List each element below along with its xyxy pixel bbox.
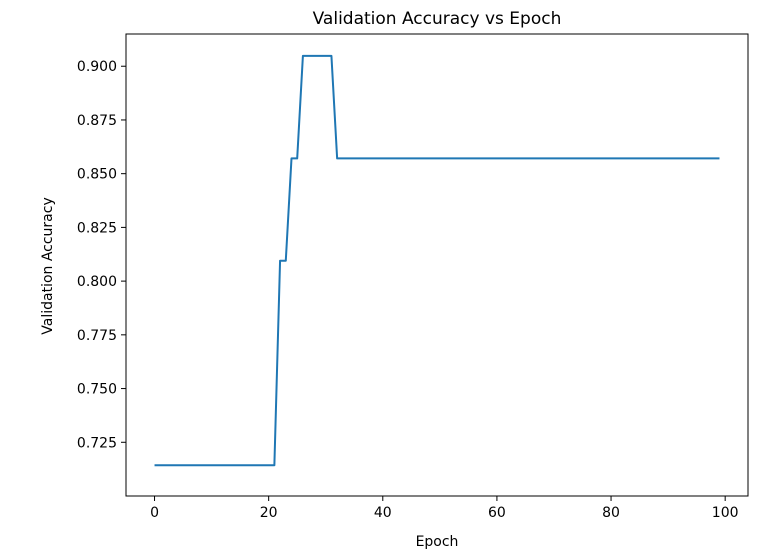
plot-frame — [125, 33, 749, 497]
chart-title: Validation Accuracy vs Epoch — [313, 9, 562, 29]
series-line-validation-accuracy — [154, 54, 720, 467]
y-tick-label: 0.775 — [77, 328, 117, 344]
y-tick-label: 0.875 — [77, 113, 117, 129]
series-group — [154, 54, 720, 467]
x-tick-label: 0 — [150, 505, 159, 521]
x-axis-label: Epoch — [416, 534, 459, 550]
x-tick-label: 80 — [602, 505, 620, 521]
y-tick-label: 0.725 — [77, 435, 117, 451]
x-tick-label: 100 — [712, 505, 739, 521]
y-tick-label: 0.825 — [77, 220, 117, 236]
x-tick-label: 20 — [260, 505, 278, 521]
x-tick-label: 60 — [488, 505, 506, 521]
y-tick-label: 0.800 — [77, 274, 117, 290]
y-axis-label: Validation Accuracy — [40, 197, 56, 335]
y-tick-label: 0.750 — [77, 382, 117, 398]
y-tick-label: 0.850 — [77, 167, 117, 183]
x-tick-label: 40 — [374, 505, 392, 521]
y-tick-label: 0.900 — [77, 59, 117, 75]
axis-ticks: 0 20 40 60 80 100 0.725 0.750 0.775 0.800 0.825 0.8… — [77, 59, 739, 521]
